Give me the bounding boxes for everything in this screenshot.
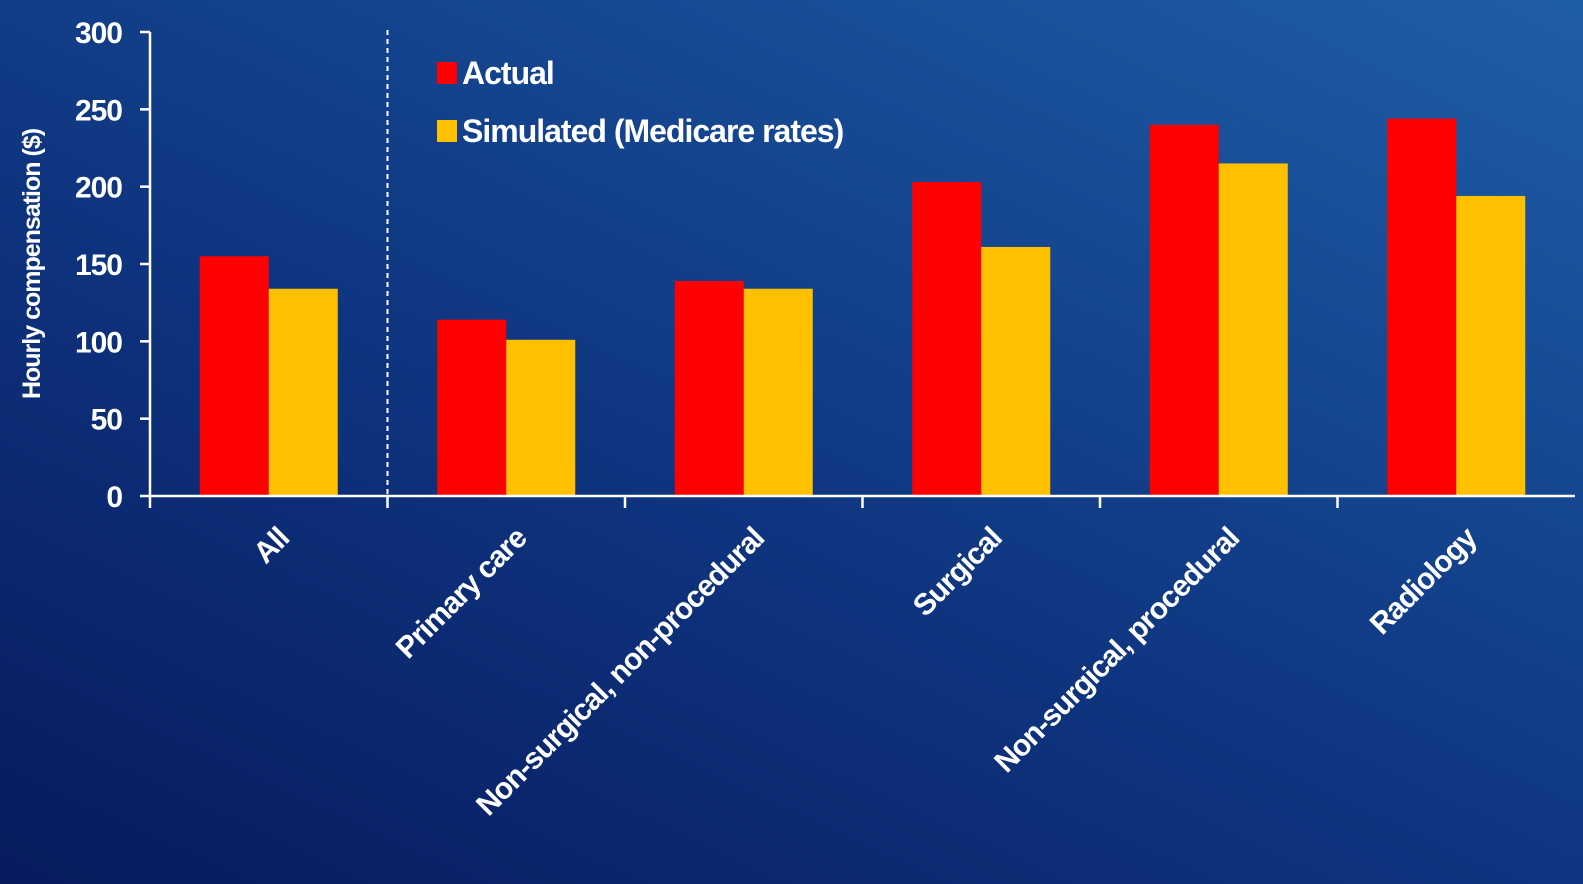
- y-axis-title: Hourly compensation ($): [18, 128, 46, 399]
- bar-actual: [437, 319, 507, 496]
- category-label: Primary care: [390, 521, 534, 665]
- bar-actual: [674, 281, 744, 496]
- bar-actual: [912, 182, 982, 496]
- y-tick-label: 200: [75, 172, 122, 205]
- y-tick-label: 50: [91, 404, 123, 437]
- y-tick-label: 100: [75, 326, 122, 359]
- bar-simulated: [981, 246, 1051, 496]
- category-label: Radiology: [1364, 521, 1484, 641]
- bar-simulated: [1218, 163, 1288, 496]
- legend-swatch: [437, 62, 457, 84]
- bar-simulated: [743, 288, 813, 496]
- y-tick-label: 0: [106, 481, 122, 514]
- legend: Actual Simulated (Medicare rates): [437, 55, 845, 149]
- y-tick-label: 250: [75, 94, 122, 127]
- legend-label: Simulated (Medicare rates): [462, 113, 844, 149]
- y-tick-label: 300: [75, 17, 122, 50]
- y-tick-label: 150: [75, 249, 122, 282]
- bar-actual: [199, 256, 269, 496]
- legend-swatch: [437, 120, 457, 142]
- bar-simulated: [1456, 195, 1526, 497]
- bar-simulated: [506, 339, 576, 496]
- x-axis-ticks: [386, 496, 1339, 508]
- bars: [199, 118, 1526, 497]
- category-label: Non-surgical, procedural: [988, 522, 1245, 779]
- bar-actual: [1149, 124, 1219, 497]
- bar-simulated: [268, 288, 338, 496]
- legend-label: Actual: [462, 55, 554, 91]
- category-label: All: [247, 522, 295, 570]
- category-label: Non-surgical, non-procedural: [470, 522, 771, 823]
- bar-actual: [1387, 118, 1457, 496]
- category-label: Surgical: [907, 522, 1008, 623]
- y-axis-ticks: 0 50 100 150 200 250 300: [75, 17, 150, 514]
